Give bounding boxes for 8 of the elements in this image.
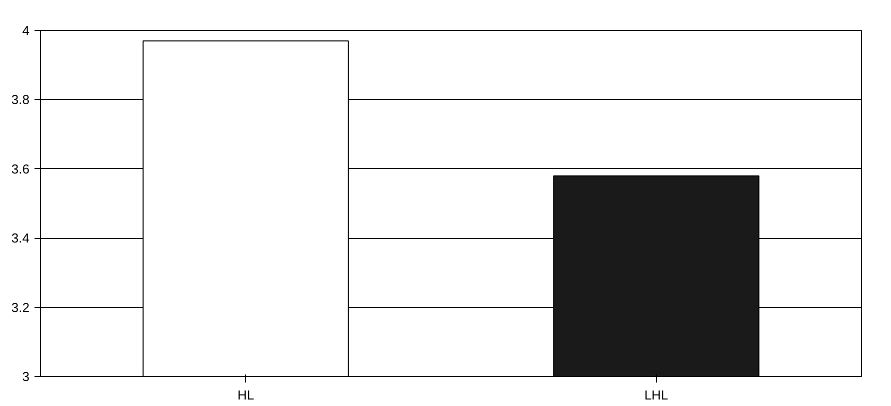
y-tick-label: 3.4 xyxy=(11,230,30,246)
y-tick-label: 3.6 xyxy=(11,161,30,176)
y-tick-label: 4 xyxy=(22,23,30,38)
y-tick-label: 3 xyxy=(22,369,30,384)
y-tick-label: 3.8 xyxy=(11,92,30,108)
x-tick-label: HL xyxy=(237,388,254,402)
y-tick-label: 3.2 xyxy=(11,300,30,315)
x-tick-label: LHL xyxy=(644,388,668,402)
